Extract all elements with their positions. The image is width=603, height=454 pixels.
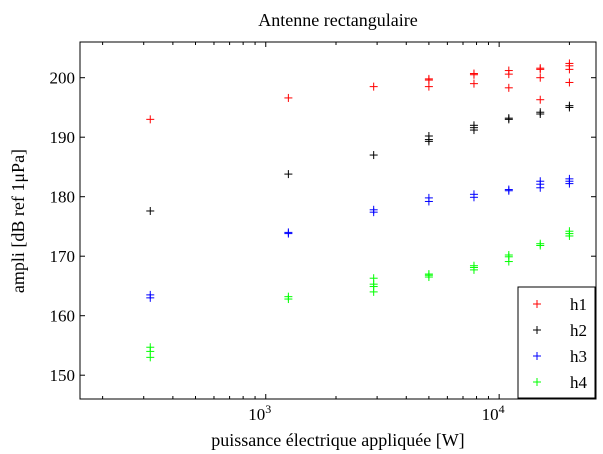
data-point-h4 [424,270,433,279]
data-point-h1 [146,115,155,124]
series-h2 [146,101,574,215]
legend-label-h4: h4 [570,373,588,392]
axis-ticks [80,42,596,399]
data-points [146,59,574,362]
data-point-h3 [369,205,378,214]
y-axis-title: ampli [dB ref 1μPa] [8,149,28,293]
data-point-h1 [424,74,433,83]
data-point-h2 [536,108,545,117]
data-point-h1 [469,79,478,88]
data-point-h1 [536,95,545,104]
y-tick-label: 150 [50,366,76,385]
data-point-h1 [369,82,378,91]
data-point-h4 [369,274,378,283]
legend-label-h1: h1 [570,295,587,314]
data-point-h3 [469,190,478,199]
data-point-h3 [284,228,293,237]
data-point-h4 [284,292,293,301]
legend-label-h2: h2 [570,321,587,340]
chart-title: Antenne rectangulaire [258,10,417,30]
data-point-h1 [284,93,293,102]
data-point-h1 [504,83,513,92]
plot-area [79,41,597,400]
y-tick-label: 190 [50,128,76,147]
data-point-h4 [565,227,574,236]
data-point-h2 [146,206,155,215]
data-point-h4 [536,239,545,248]
data-point-h2 [369,151,378,160]
data-point-h1 [469,69,478,78]
data-point-h1 [565,78,574,87]
x-axis-title: puissance électrique appliquée [W] [211,430,464,450]
data-point-h1 [536,64,545,73]
legend-marker-h2 [533,326,541,334]
data-point-h1 [536,73,545,82]
series-h1 [146,59,574,124]
data-point-h2 [469,121,478,130]
data-point-h3 [504,185,513,194]
series-h3 [146,174,574,302]
x-tick-label: 104 [482,402,505,424]
data-point-h2 [504,114,513,123]
data-point-h4 [504,251,513,260]
data-point-h3 [536,177,545,186]
series-h4 [146,227,574,362]
y-tick-label: 160 [50,307,76,326]
data-point-h4 [469,261,478,270]
legend-marker-h1 [533,300,541,308]
legend: h1 h2 h3 h4 [517,286,596,399]
axis-tick-labels: 150 160 170 180 190 200 103 104 [50,69,505,424]
data-point-h2 [424,132,433,141]
legend-marker-h4 [533,378,541,386]
plot-frame [79,41,597,400]
data-point-h2 [284,170,293,179]
y-tick-label: 180 [50,188,76,207]
data-point-h1 [504,66,513,75]
y-tick-label: 170 [50,247,76,266]
data-point-h2 [565,101,574,110]
legend-box [517,286,596,399]
x-tick-label: 103 [248,402,271,424]
legend-marker-h3 [533,352,541,360]
data-point-h3 [424,193,433,202]
data-point-h4 [146,343,155,352]
data-point-h1 [565,59,574,68]
data-point-h3 [565,174,574,183]
y-tick-label: 200 [50,69,76,88]
data-point-h3 [146,290,155,299]
legend-label-h3: h3 [570,347,587,366]
